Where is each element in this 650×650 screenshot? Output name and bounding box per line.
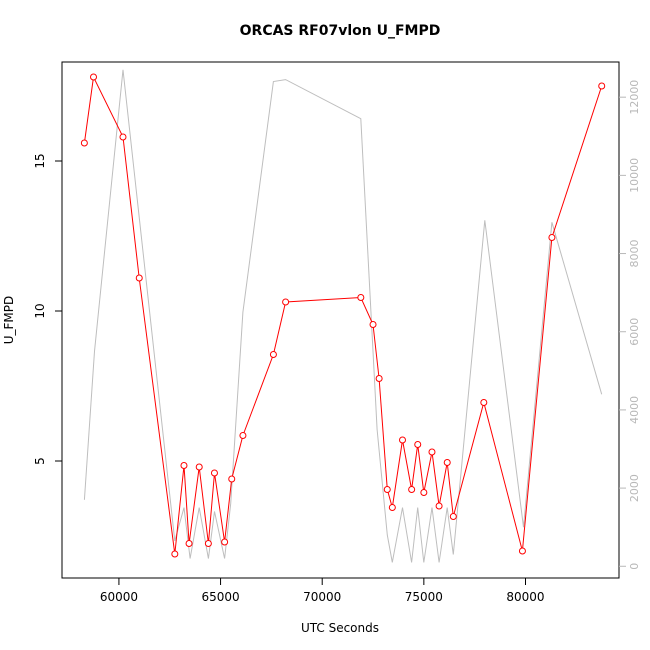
data-point	[375, 375, 383, 382]
data-point	[228, 475, 236, 483]
x-axis: 60000 65000 70000 75000 80000	[100, 578, 545, 604]
series-layer	[80, 69, 606, 563]
x-tick-label: 60000	[100, 590, 138, 604]
data-point	[428, 448, 436, 456]
data-point	[80, 139, 88, 147]
y-tick-label: 5	[33, 457, 47, 465]
data-point	[369, 321, 377, 328]
x-axis-label: UTC Seconds	[301, 621, 379, 635]
data-point	[221, 538, 229, 546]
data-point	[195, 463, 203, 471]
data-point	[388, 504, 396, 511]
data-point	[414, 441, 422, 448]
plot-area-border	[61, 61, 620, 579]
y2-tick-label: 2000	[628, 474, 641, 502]
y2-axis: 0 2000 4000 6000 8000 10000 12000	[619, 80, 641, 570]
y2-tick-label: 4000	[628, 396, 641, 424]
y2-tick-label: 0	[628, 563, 641, 570]
data-point	[435, 502, 443, 510]
data-point	[548, 234, 556, 241]
data-point	[180, 462, 188, 469]
data-point	[399, 436, 407, 444]
x-tick-label: 70000	[303, 590, 341, 604]
data-point	[171, 550, 179, 558]
y2-tick-label: 12000	[628, 80, 641, 115]
data-point	[449, 513, 457, 520]
data-point	[210, 469, 218, 477]
data-point	[269, 351, 277, 358]
data-point	[90, 73, 98, 81]
secondary-series-line	[83, 69, 603, 563]
y-axis: 5 10 15	[33, 153, 62, 465]
data-point	[119, 133, 127, 141]
data-point	[357, 294, 365, 301]
primary-series-line	[83, 75, 603, 555]
data-point	[480, 399, 488, 406]
data-point	[135, 274, 143, 282]
y2-tick-label: 8000	[628, 240, 641, 268]
data-point	[518, 547, 526, 555]
y2-tick-label: 6000	[628, 318, 641, 346]
x-tick-label: 75000	[405, 590, 443, 604]
y2-tick-label: 10000	[628, 158, 641, 193]
y-axis-label: U_FMPD	[2, 296, 16, 345]
data-point	[383, 486, 391, 493]
data-point	[204, 540, 212, 547]
data-point	[443, 459, 451, 466]
data-point	[185, 540, 193, 547]
x-tick-label: 65000	[201, 590, 239, 604]
data-point	[420, 489, 428, 496]
y-tick-label: 15	[33, 153, 47, 168]
y-tick-label: 10	[33, 303, 47, 318]
x-tick-label: 80000	[506, 590, 544, 604]
data-point	[408, 486, 416, 493]
chart-title: ORCAS RF07vlon U_FMPD	[240, 23, 441, 39]
data-point	[598, 82, 606, 90]
data-point	[239, 432, 247, 439]
data-point	[282, 298, 290, 306]
